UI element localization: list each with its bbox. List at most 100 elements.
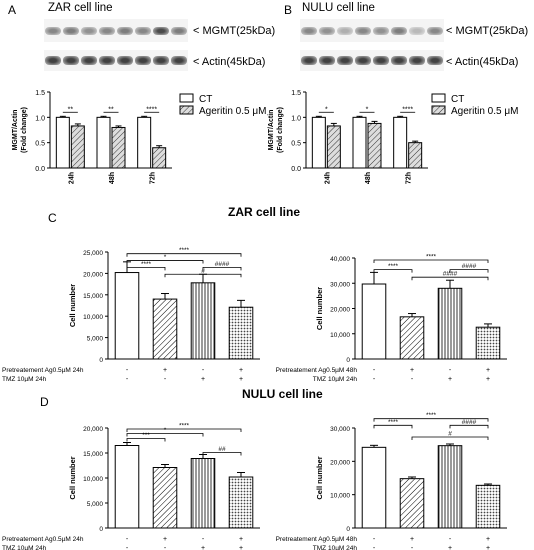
legend-swatch	[179, 105, 194, 115]
condition-mark: +	[486, 536, 490, 543]
x-tick-label: 48h	[365, 172, 372, 184]
y-tick-label: 1.5	[35, 90, 45, 97]
blot-band	[319, 56, 335, 65]
blot-band	[135, 56, 151, 65]
y-tick-label: 0.5	[291, 141, 301, 148]
panel-c-title: ZAR cell line	[228, 205, 301, 219]
bar	[70, 125, 85, 169]
condition-label: TMZ 10µM 24h	[2, 376, 47, 382]
condition-mark: +	[201, 376, 205, 382]
y-tick-label: 0	[346, 526, 350, 533]
panel-c-letter: C	[48, 211, 57, 225]
condition-label: TMZ 10µM 24h	[313, 376, 358, 382]
sig-bracket	[126, 253, 242, 257]
x-tick-label: 72h	[406, 172, 413, 184]
sig-label: ****	[179, 247, 190, 254]
condition-mark: +	[486, 376, 490, 382]
bar	[326, 125, 341, 169]
chart-c-left: 0 5,000 10,000 15,000 20,000 25,000 Cell numbe…	[2, 247, 260, 382]
condition-mark: +	[239, 376, 243, 382]
panel-b-title: NULU cell line	[302, 2, 375, 14]
panel-b-letter: B	[284, 3, 293, 17]
y-tick-label: 15,000	[83, 451, 103, 458]
condition-mark: +	[410, 367, 414, 374]
panel-a-actin-blot	[44, 50, 188, 71]
condition-mark: +	[448, 376, 452, 382]
blot-band	[45, 56, 61, 65]
sig-bracket	[373, 418, 489, 422]
bar	[152, 147, 167, 169]
bar	[475, 326, 501, 360]
bar	[111, 126, 126, 169]
bar	[408, 142, 423, 169]
condition-mark: -	[164, 376, 167, 382]
chart-c-right: 0 10,000 20,000 30,000 40,000 Cell number ****…	[276, 254, 507, 382]
panel-a-mgmt-label: < MGMT(25kDa)	[193, 25, 276, 37]
panel-a-title: ZAR cell line	[48, 2, 113, 14]
condition-mark: -	[449, 367, 452, 374]
panel-a-mgmt-blot	[44, 19, 188, 42]
y-tick-label: 0	[99, 357, 103, 364]
panel-b-mgmt-label: < MGMT(25kDa)	[446, 25, 529, 37]
condition-label: TMZ 10µM 24h	[2, 545, 47, 550]
sig-label: ***	[142, 432, 150, 439]
blot-band	[337, 26, 353, 35]
y-axis-label: Cell number	[68, 456, 77, 499]
blot-band	[81, 56, 97, 65]
sig-bracket	[126, 267, 166, 271]
blot-band	[135, 26, 151, 35]
condition-mark: -	[411, 376, 414, 382]
blot-band	[99, 56, 115, 65]
x-tick-label: 72h	[150, 172, 157, 184]
sig-label: *	[164, 427, 167, 434]
condition-mark: +	[239, 545, 243, 550]
y-axis-label: Cell number	[315, 287, 324, 330]
bar	[399, 316, 425, 360]
y-tick-label: 25,000	[83, 250, 103, 257]
legend-label: CT	[199, 94, 212, 105]
blot-band	[81, 26, 97, 35]
sig-bracket	[411, 276, 489, 281]
y-tick-label: 10,000	[330, 332, 350, 339]
condition-mark: -	[126, 376, 129, 382]
condition-mark: +	[448, 545, 452, 550]
sig-label: ****	[388, 419, 399, 426]
condition-label: Pretreatement Ag0.5µM 24h	[2, 367, 84, 374]
blot-band	[373, 26, 389, 35]
bar	[361, 283, 387, 360]
condition-mark: -	[164, 545, 167, 550]
condition-mark: -	[411, 545, 414, 550]
blot-band	[409, 26, 425, 35]
condition-mark: +	[410, 536, 414, 543]
blot-band	[117, 26, 133, 35]
condition-mark: +	[486, 367, 490, 374]
bar	[361, 446, 387, 529]
x-tick-label: 24h	[324, 172, 331, 184]
panel-b-actin-blot	[300, 50, 444, 71]
bar	[190, 458, 216, 529]
panel-b-mgmt-blot	[300, 19, 444, 42]
sig-label: **	[68, 106, 74, 113]
bar	[437, 287, 463, 360]
panel-a-letter: A	[8, 3, 17, 17]
sig-label: *	[164, 254, 167, 261]
sig-bracket	[373, 269, 413, 273]
chart-a: 0.0 0.5 1.0 1.5 MGMT/Actin (Fold change) 24h **…	[12, 90, 266, 184]
condition-mark: -	[202, 367, 205, 374]
blot-band	[117, 56, 133, 65]
condition-mark: +	[239, 536, 243, 543]
condition-label: Pretreatement Ag0.5µM 48h	[276, 536, 358, 543]
sig-label: ****	[179, 423, 190, 430]
sig-bracket	[126, 438, 166, 442]
y-tick-label: 0	[99, 526, 103, 533]
blot-band	[355, 26, 371, 35]
blot-band	[409, 56, 425, 65]
sig-bracket	[449, 424, 489, 429]
bar	[96, 116, 111, 169]
sig-label: ****	[402, 106, 413, 113]
bar	[311, 116, 326, 169]
legend-label: Ageritin 0.5 μM	[451, 106, 518, 117]
y-tick-label: 1.5	[291, 90, 301, 97]
